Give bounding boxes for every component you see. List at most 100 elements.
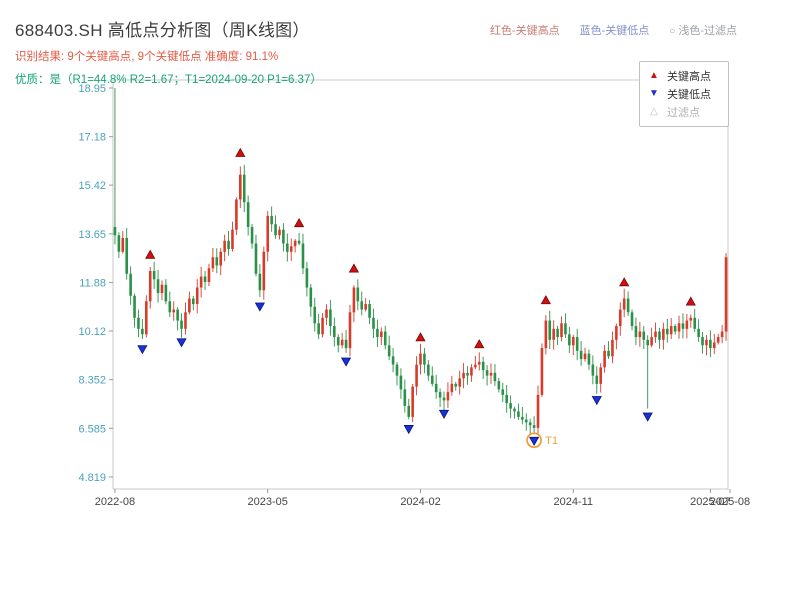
candle-body (611, 339, 614, 357)
candle-body (262, 251, 266, 291)
key-low-marker (403, 425, 414, 435)
legend-item-filtered: △ 过滤点 (648, 103, 720, 121)
candle-body (485, 370, 489, 376)
candle-body (141, 328, 144, 335)
y-tick-label: 10.12 (78, 326, 106, 338)
candle-body (399, 375, 403, 390)
candle-body (509, 403, 512, 409)
legend-item-key-high-label: 关键高点 (667, 71, 711, 83)
candle-body (250, 226, 254, 244)
candle-body (697, 328, 700, 338)
candle-body (571, 337, 575, 346)
candle-body (524, 419, 528, 423)
candle-body (215, 257, 219, 266)
candle-body (603, 350, 606, 368)
x-tick-label: 2023-05 (248, 496, 288, 508)
axes: 18.95 17.18 15.42 13.65 11.88 10.12 8.352 6.585… (78, 79, 750, 508)
candle-body (387, 345, 391, 357)
candle-body (564, 323, 567, 335)
candle-body (650, 337, 653, 346)
candle-body (630, 312, 634, 327)
candle-body (195, 287, 199, 305)
candle-body (669, 326, 673, 335)
candle-body (227, 240, 230, 249)
candle-body (356, 287, 360, 302)
candle-body (536, 394, 540, 428)
candle-body (622, 298, 626, 310)
key-low-marker (137, 345, 148, 355)
candle-body (203, 276, 207, 283)
candle-body (673, 326, 677, 332)
candle-body (430, 375, 434, 384)
candle-body (427, 364, 430, 376)
candle-body (113, 226, 117, 236)
candle-body (164, 284, 168, 302)
candle-body (383, 331, 387, 346)
candle-body (677, 323, 681, 332)
x-tick-label: 2025-07 (690, 496, 730, 508)
candle-body (329, 309, 332, 327)
candle-body (188, 298, 191, 313)
candle-body (372, 317, 375, 329)
candle-body (568, 334, 571, 346)
candle-body (587, 353, 591, 365)
candle-body (152, 271, 156, 280)
key-high-marker (293, 218, 305, 228)
candle-body (442, 397, 446, 401)
t1-marker: T1 (526, 432, 558, 449)
key-high-marker (235, 147, 246, 157)
candle-body (462, 372, 465, 379)
candle-body (176, 309, 179, 321)
key-low-marker (176, 338, 187, 348)
candle-body (477, 361, 481, 365)
key-high-marker (145, 249, 156, 259)
candle-body (415, 364, 418, 387)
candle-body (493, 372, 497, 382)
candle-body (254, 243, 258, 274)
candle-body (712, 342, 716, 349)
candle-body (552, 328, 555, 340)
y-tick-label: 18.95 (78, 83, 106, 95)
candle-body (333, 326, 336, 338)
candle-body (133, 295, 136, 318)
filtered-triangle-icon: △ (650, 106, 658, 117)
candle-body (474, 364, 477, 368)
candle-body (411, 386, 414, 417)
candle-body (180, 320, 183, 329)
x-tick-label: 2024-02 (400, 496, 440, 508)
candle-body (282, 229, 285, 244)
candle-body (689, 317, 693, 321)
key-high-marker (685, 296, 696, 306)
candle-body (434, 383, 438, 393)
header-legend-filtered-label: 浅色-过滤点 (678, 25, 737, 37)
candle-body (286, 243, 289, 252)
candle-body (168, 301, 172, 313)
circle-icon: ○ (669, 26, 676, 37)
candle-body (446, 392, 450, 401)
candle-body (391, 356, 395, 365)
candle-body (144, 301, 148, 335)
key-high-marker (474, 339, 485, 349)
candle-body (489, 372, 493, 376)
candle-body (231, 229, 234, 249)
candle-body (638, 331, 642, 338)
key-low-marker (529, 436, 540, 446)
y-tick-label: 11.88 (79, 278, 106, 290)
candle-body (219, 251, 223, 266)
candle-body (481, 361, 485, 371)
key-low-marker (254, 302, 265, 312)
candle-body (528, 422, 532, 426)
candle-body (599, 367, 602, 384)
candle-body (716, 337, 720, 343)
candle-body (266, 215, 270, 252)
candle-body (556, 328, 559, 338)
candle-body (591, 364, 595, 376)
candle-body (634, 326, 638, 338)
candle-body (681, 323, 685, 329)
legend-item-key-low-label: 关键低点 (667, 89, 711, 101)
candle-body (505, 394, 508, 404)
candle-body (207, 268, 211, 283)
candle-body (532, 425, 536, 428)
quality-result-text: 优质：是（R1=44.8% R2=1.67；T1=2024-09-20 P1=6… (15, 74, 322, 86)
